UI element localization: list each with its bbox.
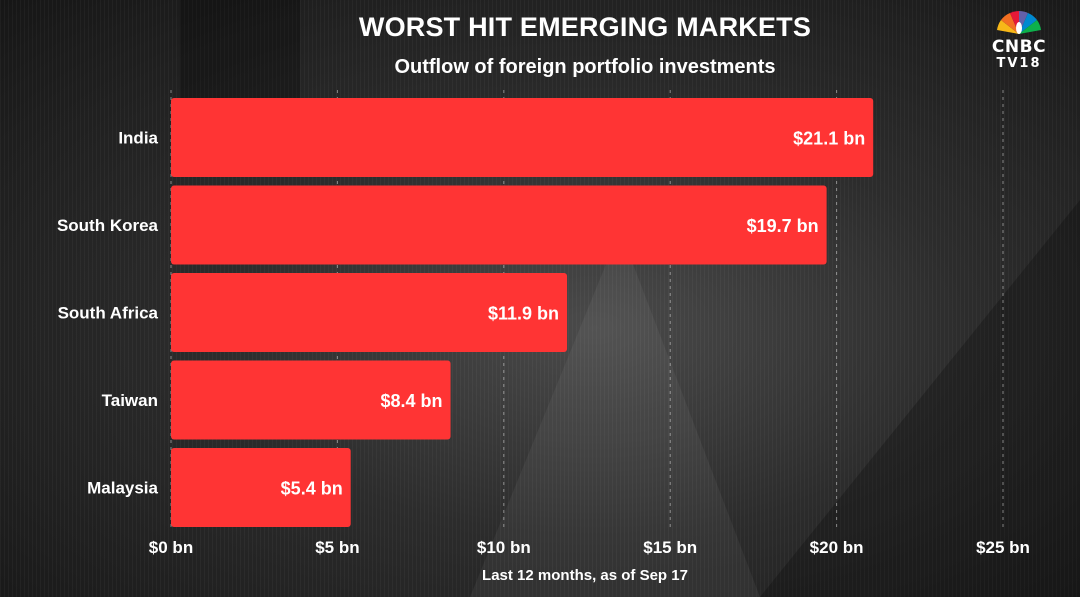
bar [171, 448, 351, 527]
category-label: Malaysia [87, 479, 158, 498]
x-tick-label: $0 bn [149, 538, 193, 557]
x-tick-label: $10 bn [477, 538, 531, 557]
category-label: India [118, 129, 158, 148]
bg-shape-right [760, 200, 1080, 597]
peacock-icon [997, 11, 1041, 34]
data-label: $8.4 bn [381, 391, 443, 411]
x-tick-label: $15 bn [643, 538, 697, 557]
data-label: $5.4 bn [281, 479, 343, 499]
logo-name: CNBC [991, 37, 1047, 57]
bar [171, 185, 827, 265]
logo-sub: TV18 [996, 56, 1042, 71]
data-label: $11.9 bn [488, 304, 559, 324]
x-axis-ticks: $0 bn $5 bn $10 bn $15 bn $20 bn $25 bn [149, 538, 1030, 557]
category-labels: India South Korea South Africa Taiwan Malays… [57, 129, 159, 498]
bg-shape-center [470, 230, 760, 597]
bar [171, 273, 568, 352]
bars [171, 98, 874, 527]
category-label: Taiwan [102, 391, 158, 410]
x-tick-label: $5 bn [315, 538, 359, 557]
bar [171, 98, 874, 177]
category-label: South Korea [57, 216, 159, 235]
x-tick-label: $25 bn [976, 538, 1030, 557]
chart-title: WORST HIT EMERGING MARKETS [358, 12, 812, 42]
category-label: South Africa [58, 304, 159, 323]
data-label: $21.1 bn [793, 129, 865, 149]
chart-subtitle: Outflow of foreign portfolio investments [394, 56, 776, 78]
data-label: $19.7 bn [747, 216, 819, 236]
value-labels: $21.1 bn $19.7 bn $11.9 bn $8.4 bn $5.4 bn [281, 129, 866, 499]
bar [171, 360, 451, 440]
chart-footnote: Last 12 months, as of Sep 17 [482, 567, 688, 584]
x-tick-label: $20 bn [810, 538, 864, 557]
brand-logo: CNBC TV18 [986, 4, 1052, 74]
